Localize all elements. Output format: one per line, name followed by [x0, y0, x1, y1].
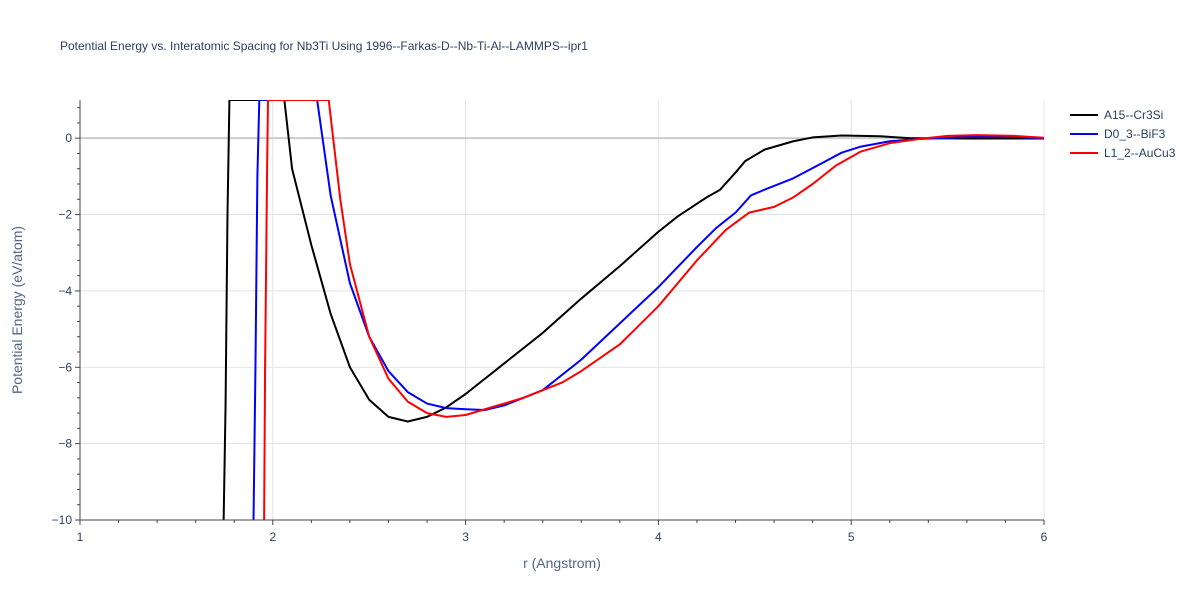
series-lines — [222, 100, 1044, 520]
series-line-2[interactable] — [263, 100, 1044, 520]
y-axis-ticks: −10 −8 −6 −4 −2 0 — [52, 107, 80, 527]
series-line-0[interactable] — [222, 100, 1044, 520]
chart-title: Potential Energy vs. Interatomic Spacing… — [60, 39, 588, 53]
y-tick-label: 0 — [65, 131, 72, 145]
x-axis-ticks: 1 2 3 4 5 6 — [77, 520, 1048, 544]
legend[interactable]: A15--Cr3Si D0_3--BiF3 L1_2--AuCu3 — [1070, 108, 1176, 160]
legend-label: A15--Cr3Si — [1104, 108, 1163, 122]
y-tick-label: −4 — [58, 284, 72, 298]
legend-item-2[interactable]: L1_2--AuCu3 — [1070, 146, 1176, 160]
x-tick-label: 2 — [269, 530, 276, 544]
y-tick-label: −2 — [58, 208, 72, 222]
x-tick-label: 3 — [462, 530, 469, 544]
x-tick-label: 1 — [77, 530, 84, 544]
y-tick-label: −8 — [58, 437, 72, 451]
y-tick-label: −10 — [52, 513, 73, 527]
grid-lines — [80, 100, 1045, 520]
x-tick-label: 6 — [1041, 530, 1048, 544]
legend-label: L1_2--AuCu3 — [1104, 146, 1176, 160]
y-axis-title: Potential Energy (eV/atom) — [9, 226, 25, 394]
legend-item-0[interactable]: A15--Cr3Si — [1070, 108, 1163, 122]
x-axis-title: r (Angstrom) — [523, 555, 601, 571]
legend-label: D0_3--BiF3 — [1104, 127, 1166, 141]
series-line-1[interactable] — [252, 100, 1044, 520]
y-tick-label: −6 — [58, 360, 72, 374]
x-tick-label: 4 — [655, 530, 662, 544]
axes — [79, 100, 1044, 521]
x-tick-label: 5 — [848, 530, 855, 544]
legend-item-1[interactable]: D0_3--BiF3 — [1070, 127, 1166, 141]
